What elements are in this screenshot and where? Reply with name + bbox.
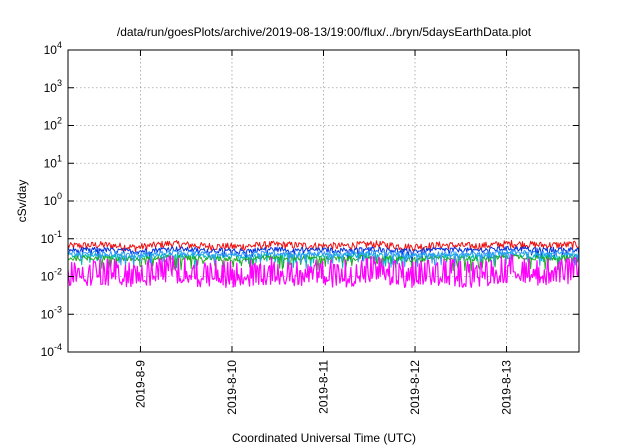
y-tick-label: 103 xyxy=(44,78,62,95)
x-axis-label: Coordinated Universal Time (UTC) xyxy=(232,431,416,445)
y-tick-label: 100 xyxy=(44,191,62,208)
y-tick-label: 101 xyxy=(44,153,62,170)
chart-title: /data/run/goesPlots/archive/2019-08-13/1… xyxy=(117,25,532,39)
x-tick-label: 2019-8-11 xyxy=(317,360,331,414)
y-tick-exponent: 0 xyxy=(57,191,62,201)
y-tick-label: 104 xyxy=(44,40,62,57)
y-tick-base: 10 xyxy=(41,345,55,359)
tick-layer xyxy=(68,49,579,353)
x-tick-labels: 2019-8-9 2019-8-10 2019-8-11 2019-8-12 2019-… xyxy=(133,360,513,415)
y-tick-exponent: -2 xyxy=(54,267,62,277)
y-tick-label: 102 xyxy=(44,116,62,133)
series-line xyxy=(67,249,580,268)
series-line xyxy=(67,254,580,289)
y-tick-exponent: 2 xyxy=(57,116,62,126)
y-tick-base: 10 xyxy=(44,81,58,95)
y-tick-base: 10 xyxy=(44,194,58,208)
series-line xyxy=(67,245,580,264)
y-tick-base: 10 xyxy=(44,156,58,170)
x-tick-label: 2019-8-10 xyxy=(225,360,239,415)
y-tick-label: 10-4 xyxy=(41,342,62,359)
x-tick-label: 2019-8-12 xyxy=(408,360,422,415)
y-tick-exponent: 3 xyxy=(57,78,62,88)
y-tick-base: 10 xyxy=(44,43,58,57)
y-tick-base: 10 xyxy=(41,232,55,246)
series-layer xyxy=(67,239,580,289)
y-tick-label: 10-2 xyxy=(41,267,62,284)
y-tick-exponent: -1 xyxy=(54,229,62,239)
y-tick-base: 10 xyxy=(41,270,55,284)
y-tick-base: 10 xyxy=(44,119,58,133)
series-line xyxy=(67,239,580,252)
grid-layer xyxy=(68,50,579,352)
x-tick-label: 2019-8-13 xyxy=(500,360,514,415)
y-axis-label: cSv/day xyxy=(15,180,29,223)
y-tick-label: 10-3 xyxy=(41,304,62,321)
y-tick-exponent: 4 xyxy=(57,40,62,50)
y-tick-exponent: -4 xyxy=(54,342,62,352)
x-tick-label: 2019-8-9 xyxy=(133,360,147,408)
y-tick-exponent: 1 xyxy=(57,153,62,163)
y-tick-label: 10-1 xyxy=(41,229,62,246)
y-tick-base: 10 xyxy=(41,307,55,321)
y-tick-exponent: -3 xyxy=(54,304,62,314)
